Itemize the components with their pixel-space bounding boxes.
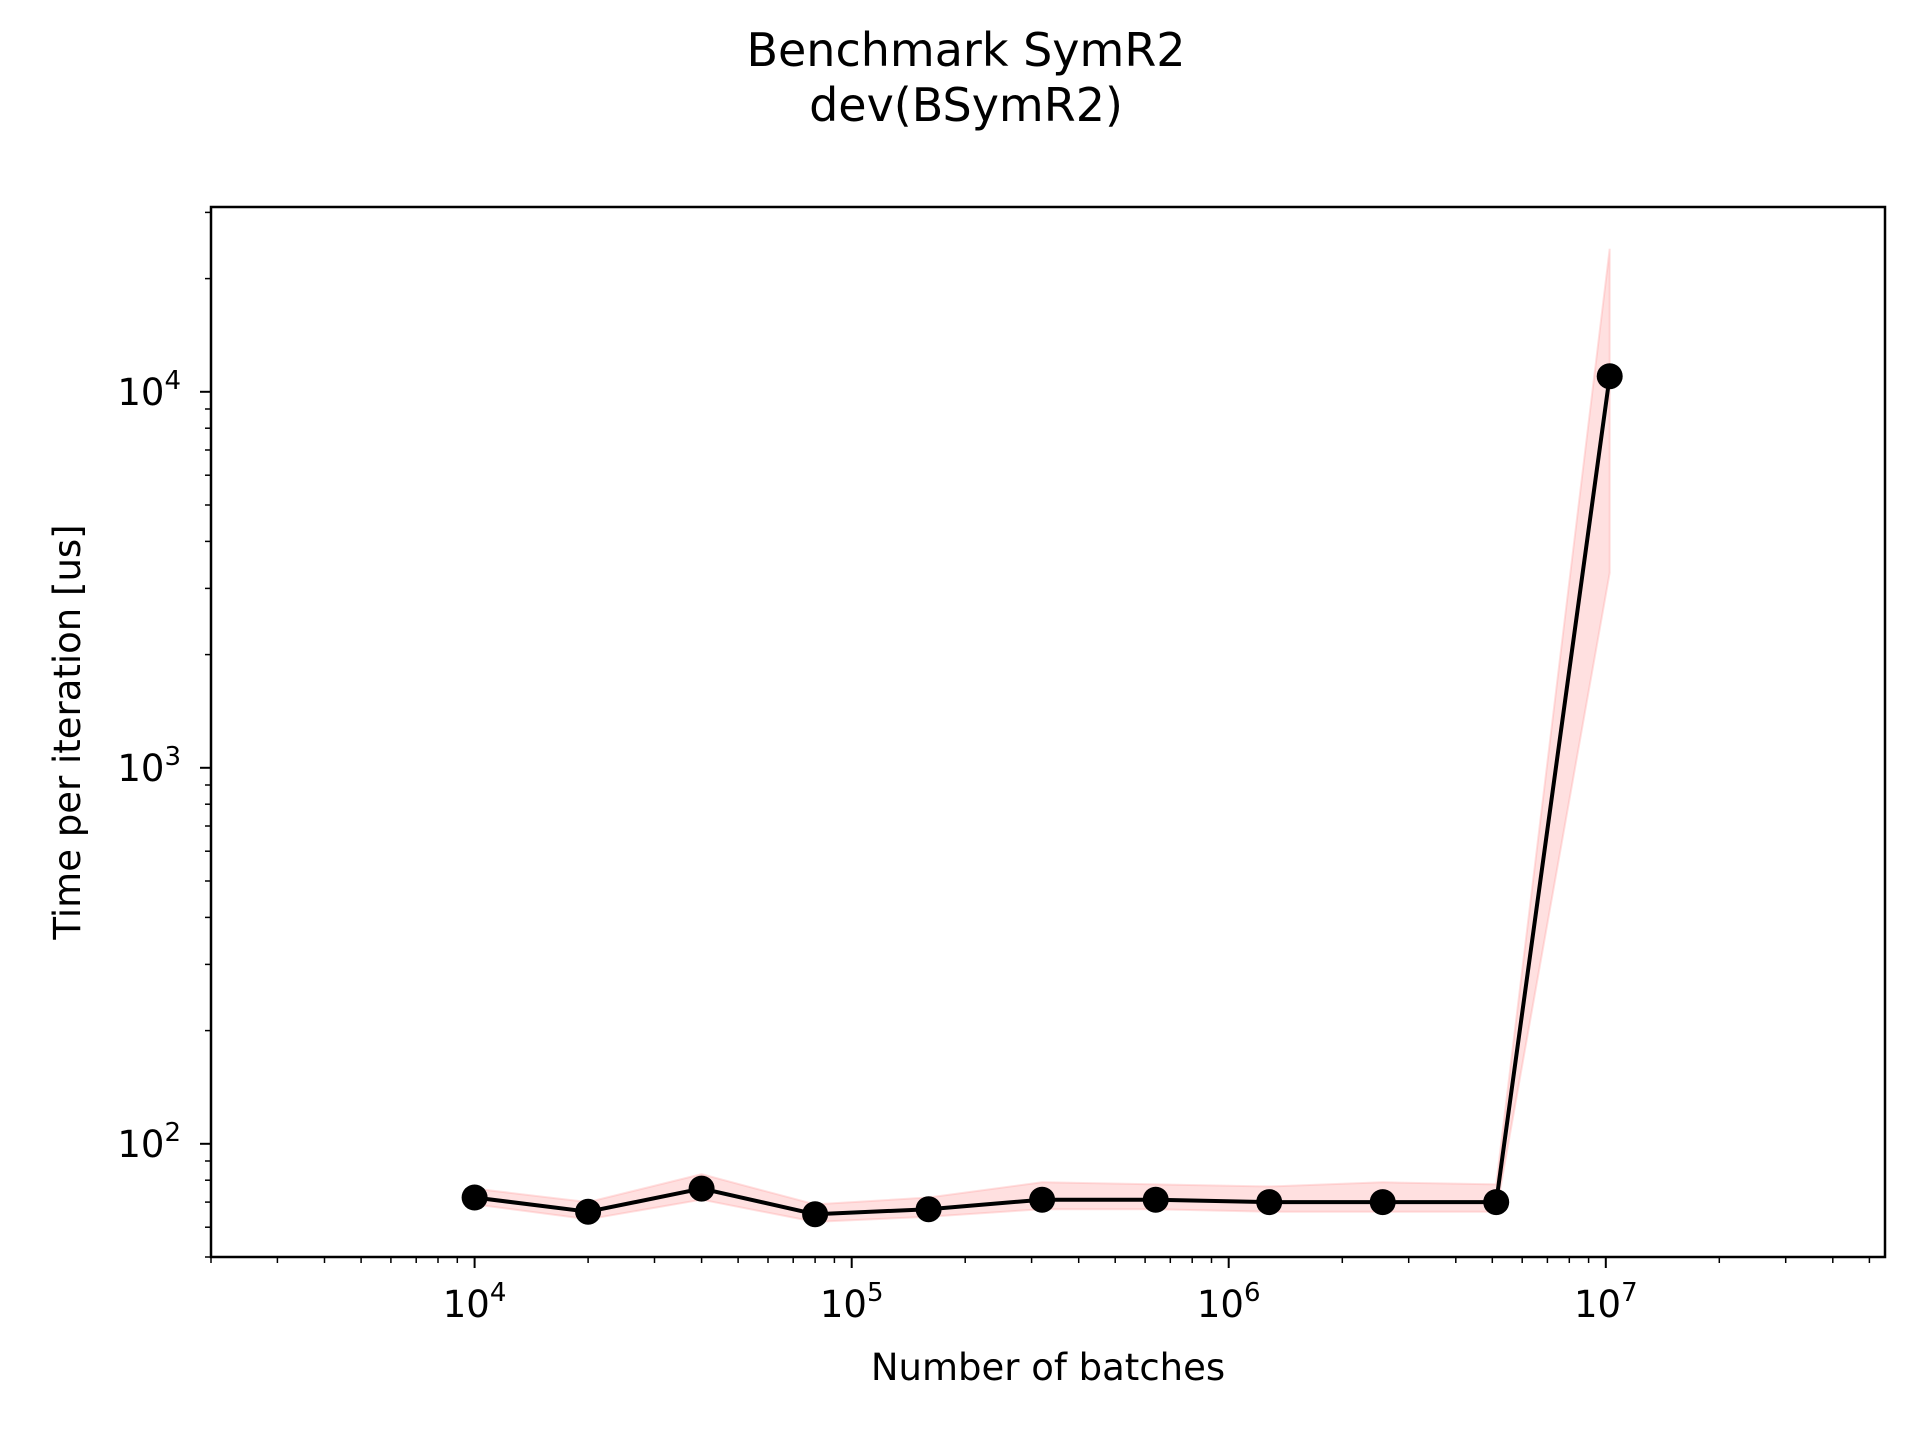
x-axis-label: Number of batches bbox=[871, 1346, 1225, 1389]
data-point bbox=[802, 1201, 829, 1228]
data-point bbox=[461, 1184, 488, 1211]
series-line bbox=[474, 375, 1612, 1217]
x-tick-label: 105 bbox=[820, 1278, 884, 1326]
y-axis-label: Time per iteration [us] bbox=[46, 524, 89, 940]
x-tick-label: 106 bbox=[1197, 1278, 1261, 1326]
error-band bbox=[473, 248, 1611, 1223]
chart-subtitle: dev(BSymR2) bbox=[809, 78, 1123, 132]
y-tick-label: 104 bbox=[117, 366, 181, 414]
x-tick-label: 104 bbox=[443, 1278, 507, 1326]
x-tick-label: 107 bbox=[1574, 1278, 1638, 1326]
axis-ticks: 104 105 106 107 102 103 104 bbox=[117, 211, 1871, 1326]
chart-title: Benchmark SymR2 bbox=[746, 23, 1185, 77]
data-point bbox=[1029, 1186, 1056, 1213]
plot-frame bbox=[209, 205, 1887, 1259]
data-point bbox=[1596, 363, 1623, 390]
data-point bbox=[1369, 1189, 1396, 1216]
y-tick-label: 103 bbox=[117, 742, 181, 790]
data-point bbox=[1483, 1189, 1510, 1216]
y-tick-label: 102 bbox=[117, 1118, 181, 1166]
data-point bbox=[1256, 1189, 1283, 1216]
data-point bbox=[915, 1196, 942, 1223]
plot-area bbox=[461, 248, 1623, 1228]
data-point bbox=[1142, 1186, 1169, 1213]
data-point bbox=[575, 1198, 602, 1225]
data-point bbox=[688, 1175, 715, 1202]
